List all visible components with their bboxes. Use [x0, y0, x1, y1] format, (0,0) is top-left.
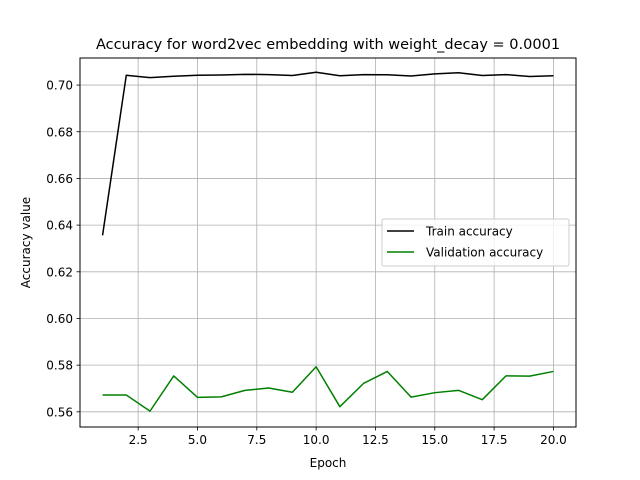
y-tick-label: 0.62	[46, 265, 73, 279]
legend-label-validation: Validation accuracy	[426, 246, 543, 260]
y-tick-label: 0.60	[46, 312, 73, 326]
y-axis-label: Accuracy value	[19, 197, 33, 288]
chart-title: Accuracy for word2vec embedding with wei…	[96, 37, 560, 53]
axis-ticks: 2.5 5.0 7.5 10.0 12.5 15.0 17.5 20.0 0.56 0.58 0.6…	[46, 79, 567, 447]
x-tick-label: 5.0	[188, 433, 207, 447]
x-tick-label: 17.5	[481, 433, 508, 447]
x-tick-label: 15.0	[421, 433, 448, 447]
x-tick-label: 12.5	[362, 433, 389, 447]
series-line-validation-accuracy	[102, 366, 554, 412]
x-tick-label: 20.0	[540, 433, 567, 447]
y-tick-label: 0.64	[46, 219, 73, 233]
legend-box	[381, 218, 570, 267]
y-tick-label: 0.66	[46, 172, 73, 186]
x-tick-label: 7.5	[247, 433, 266, 447]
y-tick-label: 0.56	[46, 405, 73, 419]
plot-area-frame	[79, 57, 577, 428]
y-tick-label: 0.58	[46, 359, 73, 373]
y-tick-label: 0.68	[46, 125, 73, 139]
x-tick-label: 2.5	[129, 433, 148, 447]
series-line-train-accuracy	[101, 71, 554, 236]
series-lines	[101, 71, 554, 412]
grid-lines	[80, 58, 576, 427]
legend-label-train: Train accuracy	[425, 225, 513, 239]
y-tick-label: 0.70	[46, 79, 73, 93]
x-axis-label: Epoch	[310, 456, 347, 470]
legend: Train accuracy Validation accuracy	[381, 218, 570, 267]
x-tick-label: 10.0	[303, 433, 330, 447]
